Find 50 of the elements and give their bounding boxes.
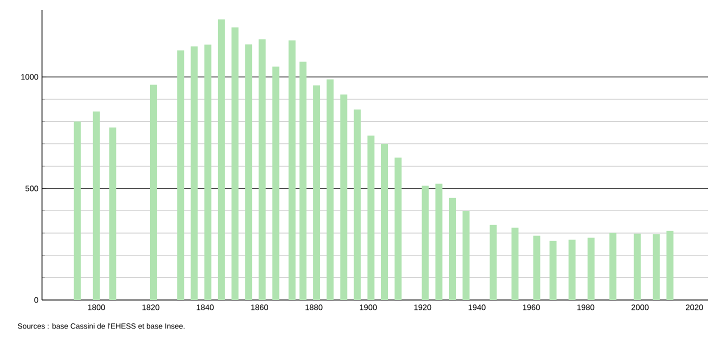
x-tick-label: 1820 <box>142 304 160 310</box>
bar <box>326 79 334 300</box>
bar <box>462 210 470 300</box>
bar <box>204 44 212 300</box>
bar <box>177 50 184 300</box>
bar <box>354 109 361 300</box>
bar <box>448 198 456 300</box>
x-tick-label: 1920 <box>414 304 432 310</box>
x-tick-label: 1940 <box>468 304 486 310</box>
bar <box>550 240 557 300</box>
y-tick-label: 1000 <box>21 74 38 80</box>
bar <box>150 84 157 300</box>
bar <box>313 85 320 300</box>
bar <box>92 111 100 300</box>
bar <box>340 94 348 300</box>
bar <box>533 236 540 300</box>
bar <box>652 234 660 300</box>
bar <box>190 46 198 300</box>
bar <box>381 144 388 300</box>
bar <box>109 128 116 300</box>
x-tick-label: 2020 <box>686 304 703 310</box>
bar <box>272 66 280 300</box>
x-tick-label: 1800 <box>88 304 105 310</box>
x-tick-label: 1980 <box>577 304 594 310</box>
bar <box>435 184 442 300</box>
x-tick-label: 1880 <box>306 304 322 310</box>
bar <box>258 39 266 300</box>
bar <box>609 232 616 300</box>
bar <box>367 136 374 300</box>
x-tick-label: 1900 <box>360 304 377 310</box>
bar <box>568 240 576 300</box>
y-tick-label: 500 <box>25 186 38 192</box>
bar <box>666 230 674 300</box>
x-tick-label: 1860 <box>251 304 268 310</box>
x-tick-label: 1960 <box>523 304 540 310</box>
bar <box>634 234 641 300</box>
bar <box>218 19 225 300</box>
x-tick-label: 1840 <box>196 304 214 310</box>
bar <box>588 238 595 300</box>
x-tick-label: 2000 <box>632 304 649 310</box>
bar <box>422 186 429 300</box>
bar <box>74 122 81 300</box>
bar <box>288 40 296 300</box>
bar <box>299 62 306 300</box>
bar <box>511 228 518 300</box>
bar <box>490 224 497 300</box>
y-tick-label: 0 <box>34 297 38 303</box>
bar <box>245 44 252 300</box>
bar <box>394 158 402 300</box>
bar <box>232 27 239 300</box>
